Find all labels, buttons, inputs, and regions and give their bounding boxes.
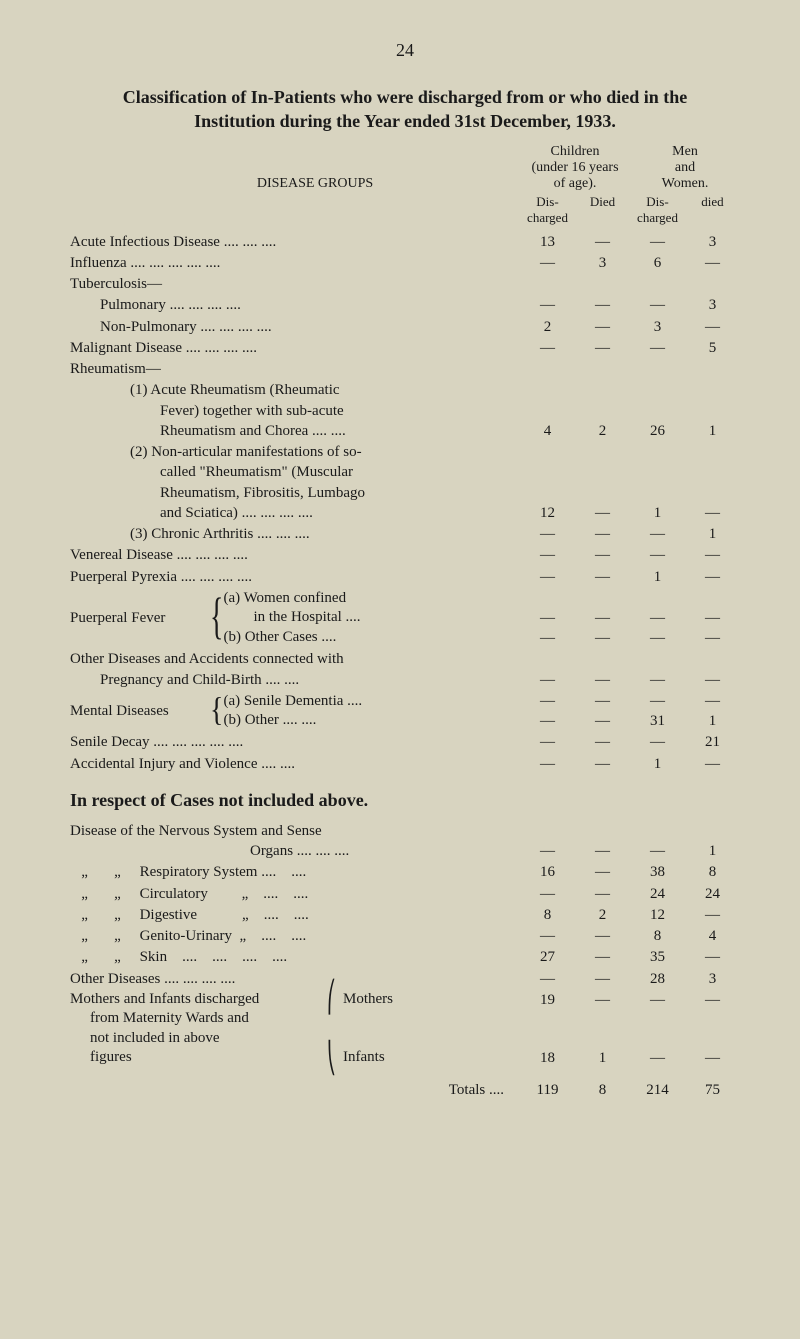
section-heading: In respect of Cases not included above. bbox=[70, 790, 740, 811]
document-page: 24 Classification of In-Patients who wer… bbox=[0, 0, 800, 1139]
table-row: Influenza .... .... .... .... .... — 3 6… bbox=[70, 253, 740, 273]
table-row: (2) Non-articular manifestations of so- … bbox=[70, 442, 740, 523]
table-row: Puerperal Pyrexia .... .... .... .... — … bbox=[70, 567, 740, 587]
table-row: Malignant Disease .... .... .... .... — … bbox=[70, 338, 740, 358]
table-row: Disease of the Nervous System and Sense … bbox=[70, 821, 740, 862]
title: Classification of In-Patients who were d… bbox=[70, 85, 740, 134]
table-row: Puerperal Fever { (a) Women confined in … bbox=[70, 588, 740, 649]
table-row: „ „ Respiratory System .... .... 16 — 38… bbox=[70, 862, 740, 882]
table-row-heading: Rheumatism— bbox=[70, 359, 740, 379]
col-discharged-1: Dis-charged bbox=[520, 194, 575, 226]
table-row: „ „ Circulatory „ .... .... — — 24 24 bbox=[70, 884, 740, 904]
title-line-1: Classification of In-Patients who were d… bbox=[70, 85, 740, 109]
table-row: Senile Decay .... .... .... .... .... — … bbox=[70, 732, 740, 752]
children-header: Children (under 16 years of age). bbox=[520, 144, 630, 192]
column-group-header: DISEASE GROUPS Children (under 16 years … bbox=[70, 144, 740, 192]
men-women-header: Men and Women. bbox=[630, 144, 740, 192]
row-label: Acute Infectious Disease .... .... .... bbox=[70, 232, 520, 252]
col-died-1: Died bbox=[575, 194, 630, 226]
table-row: (3) Chronic Arthritis .... .... .... — —… bbox=[70, 524, 740, 544]
table-row: Mental Diseases { (a) Senile Dementia ..… bbox=[70, 691, 740, 732]
title-line-2: Institution during the Year ended 31st D… bbox=[70, 109, 740, 133]
table-row: Pulmonary .... .... .... .... — — — 3 bbox=[70, 295, 740, 315]
totals-row: Totals .... 119 8 214 75 bbox=[70, 1082, 740, 1099]
table-row: (1) Acute Rheumatism (Rheumatic Fever) t… bbox=[70, 380, 740, 441]
table-row: Non-Pulmonary .... .... .... .... 2 — 3 … bbox=[70, 317, 740, 337]
page-number: 24 bbox=[70, 40, 740, 61]
table-row: „ „ Digestive „ .... .... 8 2 12 — bbox=[70, 905, 740, 925]
table-row: „ „ Skin .... .... .... .... 27 — 35 — bbox=[70, 947, 740, 967]
col-died-2: died bbox=[685, 194, 740, 226]
table-row: Other Diseases .... .... .... .... — — 2… bbox=[70, 969, 740, 989]
table-row-heading: Tuberculosis— bbox=[70, 274, 740, 294]
table-row: „ „ Genito-Urinary „ .... .... — — 8 4 bbox=[70, 926, 740, 946]
brace-icon: ⎝ bbox=[327, 1051, 336, 1066]
disease-groups-label: DISEASE GROUPS bbox=[70, 176, 520, 192]
sub-header-row: Dis-charged Died Dis-charged died bbox=[70, 194, 740, 226]
table-row: Accidental Injury and Violence .... ....… bbox=[70, 754, 740, 774]
col-discharged-2: Dis-charged bbox=[630, 194, 685, 226]
table-row: Mothers and Infants discharged from Mate… bbox=[70, 990, 740, 1068]
table-row: Other Diseases and Accidents connected w… bbox=[70, 649, 740, 690]
table-row: Venereal Disease .... .... .... .... — —… bbox=[70, 545, 740, 565]
table-row: Acute Infectious Disease .... .... .... … bbox=[70, 232, 740, 252]
brace-icon: ⎛ bbox=[327, 990, 336, 1005]
